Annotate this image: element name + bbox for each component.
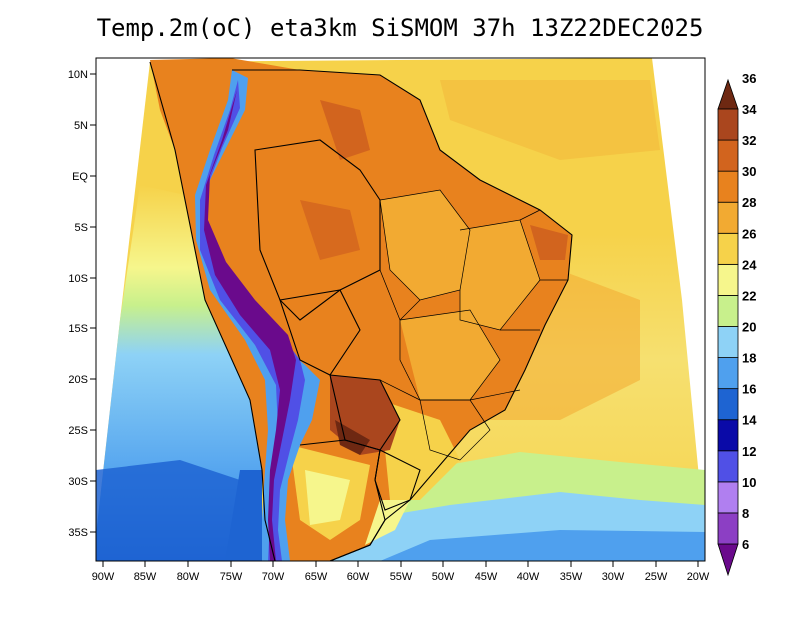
lon-label: 70W [262, 571, 285, 583]
country-borders [149, 61, 573, 561]
lat-label: 5N [74, 120, 88, 132]
lat-label: EQ [72, 171, 88, 183]
colorbar-label: 22 [742, 288, 756, 303]
colorbar-label: 32 [742, 133, 756, 148]
colorbar-swatch [717, 170, 739, 203]
lon-label: 85W [134, 571, 157, 583]
colorbar-swatch [717, 481, 739, 514]
south-america-land [150, 58, 572, 561]
colorbar-label: 18 [742, 351, 756, 366]
colorbar-swatch [717, 108, 739, 141]
longitude-axis: 90W 85W 80W 75W 70W 65W 60W 55W 50W 45W … [92, 561, 710, 583]
colorbar-swatch [717, 357, 739, 390]
colorbar-label: 16 [742, 382, 756, 397]
colorbar: 6 8 10 12 14 16 18 20 22 24 26 28 30 32 34 36 [717, 71, 757, 577]
state-borders [379, 189, 568, 461]
colorbar-label: 6 [742, 537, 749, 552]
colorbar-label: 10 [742, 475, 756, 490]
colorbar-label: 14 [742, 413, 757, 428]
colorbar-swatch [717, 450, 739, 483]
lon-label: 35W [560, 571, 583, 583]
lat-label: 30S [68, 476, 88, 488]
lon-label: 50W [432, 571, 455, 583]
lon-label: 55W [390, 571, 413, 583]
colorbar-swatch [717, 263, 739, 296]
colorbar-label: 28 [742, 195, 756, 210]
map-panel [96, 58, 705, 561]
lon-label: 80W [177, 571, 200, 583]
lat-label: 25S [68, 425, 88, 437]
colorbar-label: 36 [742, 71, 756, 86]
lon-label: 45W [475, 571, 498, 583]
colorbar-swatch [717, 512, 739, 545]
lat-label: 35S [68, 527, 88, 539]
colorbar-label: 20 [742, 320, 756, 335]
latitude-axis: 10N 5N EQ 5S 10S 15S 20S 25S 30S 35S [68, 69, 96, 539]
colorbar-label: 24 [742, 257, 757, 272]
colorbar-label: 12 [742, 444, 756, 459]
colorbar-swatch [717, 388, 739, 421]
lon-label: 25W [645, 571, 668, 583]
lon-label: 40W [517, 571, 540, 583]
colorbar-swatch [717, 295, 739, 327]
lon-label: 90W [92, 571, 115, 583]
lon-label: 65W [305, 571, 328, 583]
colorbar-swatch [717, 232, 739, 265]
map-title: Temp.2m(oC) eta3km SiSMOM 37h 13Z22DEC20… [96, 14, 704, 42]
colorbar-top-arrow [717, 78, 739, 110]
colorbar-swatch [717, 326, 739, 358]
colorbar-bottom-arrow [717, 543, 739, 577]
lat-label: 20S [68, 374, 88, 386]
lon-label: 30W [602, 571, 625, 583]
colorbar-swatch [717, 139, 739, 172]
colorbar-label: 30 [742, 164, 756, 179]
colorbar-label: 26 [742, 226, 756, 241]
colorbar-label: 34 [742, 102, 757, 117]
lat-label: 15S [68, 323, 88, 335]
lon-label: 20W [687, 571, 710, 583]
colorbar-label: 8 [742, 506, 749, 521]
colorbar-swatch [717, 419, 739, 452]
lat-label: 5S [75, 222, 88, 234]
lon-label: 60W [347, 571, 370, 583]
lon-label: 75W [220, 571, 243, 583]
lat-label: 10S [68, 273, 88, 285]
lat-label: 10N [68, 69, 88, 81]
colorbar-swatch [717, 201, 739, 234]
